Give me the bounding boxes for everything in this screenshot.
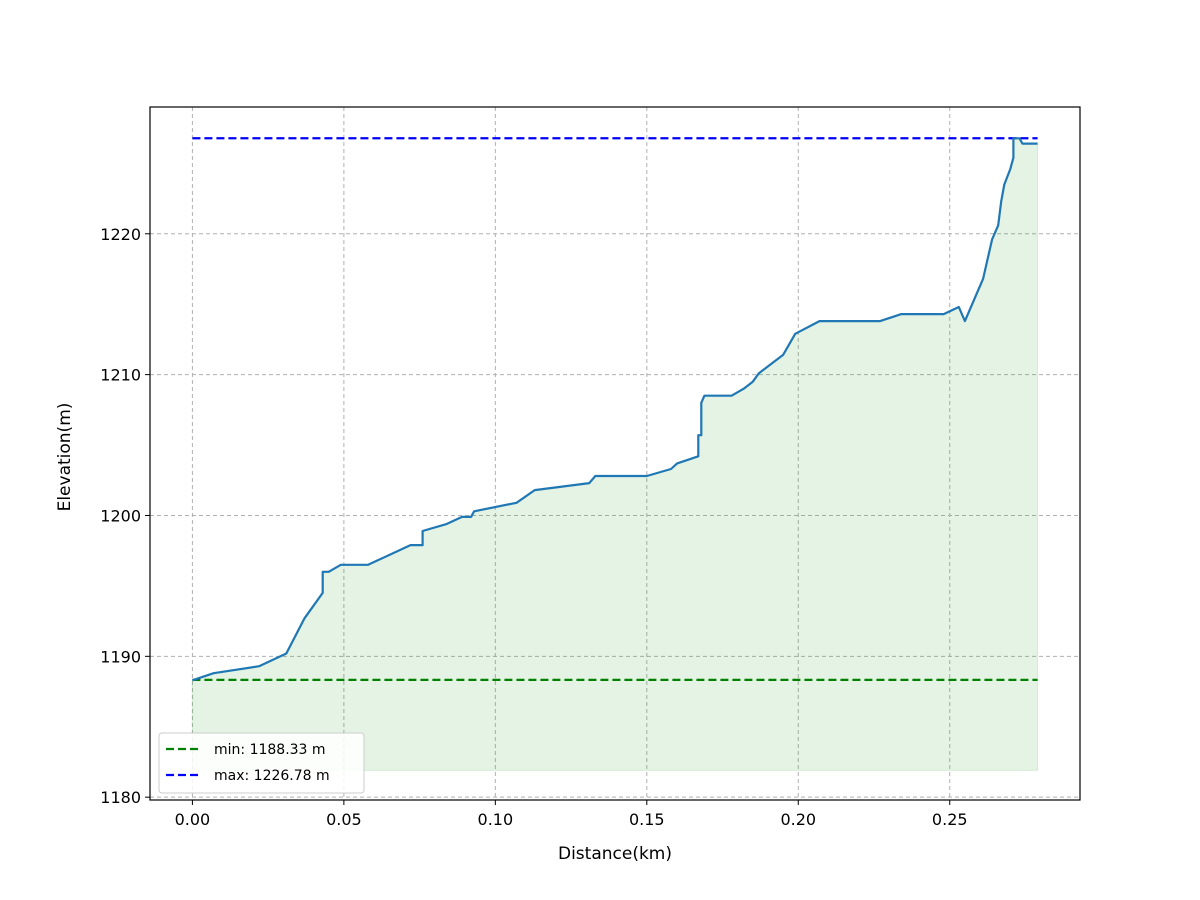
legend-box — [158, 732, 365, 794]
y-tick-label: 1210 — [100, 366, 141, 385]
legend-min-label: min: 1188.33 m — [214, 742, 326, 758]
x-tick-label: 0.15 — [629, 810, 665, 829]
x-tick-label: 0.20 — [780, 810, 816, 829]
legend-max-label: max: 1226.78 m — [214, 768, 330, 784]
y-tick-label: 1190 — [100, 647, 141, 666]
y-tick-label: 1220 — [100, 225, 141, 244]
y-axis-label: Elevation(m) — [55, 403, 75, 512]
grid-lines — [150, 107, 1080, 800]
legend: min: 1188.33 m max: 1226.78 m — [158, 732, 365, 794]
y-axis-ticks: 1180 1190 1200 1210 1220 — [100, 225, 150, 807]
y-tick-label: 1180 — [100, 788, 141, 807]
plot-frame — [149, 106, 1081, 801]
x-tick-label: 0.05 — [326, 810, 362, 829]
x-tick-label: 0.00 — [175, 810, 211, 829]
y-tick-label: 1200 — [100, 506, 141, 525]
x-tick-label: 0.25 — [932, 810, 968, 829]
series-lines-layer — [192, 137, 1038, 682]
x-axis-ticks: 0.00 0.05 0.10 0.15 0.20 0.25 — [175, 800, 968, 829]
x-tick-label: 0.10 — [478, 810, 514, 829]
x-axis-label: Distance(km) — [558, 844, 672, 864]
elevation-profile-line — [192, 137, 1038, 682]
